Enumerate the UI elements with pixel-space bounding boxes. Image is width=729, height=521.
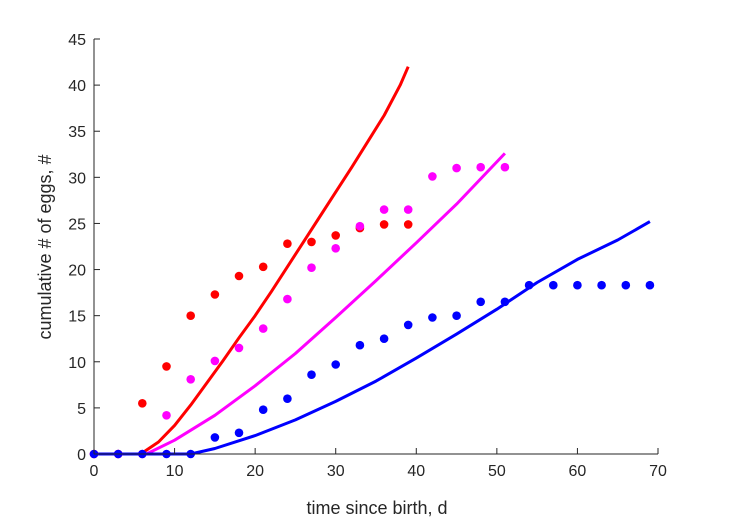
data-point-series-2 [210, 356, 220, 366]
y-tick-label: 30 [68, 170, 86, 187]
x-tick-label: 60 [569, 463, 587, 480]
data-point-series-2 [452, 163, 461, 173]
data-point-series-2 [186, 375, 195, 384]
x-tick-label: 20 [246, 463, 264, 480]
fit-curve-series-3 [94, 220, 651, 456]
data-point-series-3 [355, 340, 365, 350]
data-point-series-3 [645, 280, 655, 290]
data-point-series-3 [452, 311, 461, 321]
data-point-series-3 [476, 297, 486, 307]
data-point-series-3 [597, 280, 606, 290]
x-tick-label: 30 [327, 463, 345, 480]
data-point-series-3 [524, 280, 534, 290]
y-tick-label: 35 [68, 124, 86, 141]
data-point-series-3 [621, 280, 631, 290]
data-point-series-1 [283, 239, 292, 248]
data-point-series-2 [379, 205, 389, 214]
y-tick-label: 0 [77, 447, 86, 464]
y-tick-label: 20 [68, 263, 86, 280]
y-axis-label: cumulative # of eggs, # [35, 154, 55, 339]
data-point-series-3 [258, 405, 268, 415]
data-point-series-2 [307, 263, 316, 273]
data-point-series-1 [331, 231, 341, 240]
data-point-series-3 [573, 280, 582, 290]
data-point-series-1 [186, 311, 195, 321]
data-point-series-1 [210, 290, 220, 299]
data-point-series-2 [234, 343, 244, 353]
fit-curve-series-2 [94, 152, 506, 456]
fit-curve-series-1 [94, 66, 410, 456]
y-tick-label: 40 [68, 78, 86, 95]
data-point-series-3 [283, 394, 292, 404]
data-point-series-2 [162, 411, 171, 420]
y-tick-label: 10 [68, 355, 86, 372]
data-point-series-1 [162, 362, 171, 371]
data-point-series-3 [500, 297, 510, 307]
data-point-series-3 [307, 370, 316, 380]
data-point-series-1 [403, 220, 413, 229]
data-point-series-3 [331, 360, 341, 369]
y-tick-label: 5 [77, 401, 86, 418]
data-point-series-2 [500, 162, 510, 172]
x-tick-label: 70 [649, 463, 667, 480]
data-point-series-3 [403, 320, 413, 330]
y-tick-label: 45 [68, 32, 86, 49]
y-tick-label: 25 [68, 216, 86, 233]
data-point-series-3 [549, 280, 558, 290]
x-axis-label: time since birth, d [306, 498, 447, 518]
data-point-series-2 [476, 162, 486, 172]
y-tick-label: 15 [68, 309, 86, 326]
data-point-series-1 [258, 262, 268, 272]
data-point-series-2 [331, 244, 341, 253]
data-point-series-2 [283, 294, 292, 304]
data-point-series-1 [379, 220, 389, 229]
data-point-series-2 [428, 172, 437, 181]
data-point-series-1 [234, 271, 244, 281]
x-tick-label: 40 [407, 463, 425, 480]
data-point-series-3 [234, 428, 244, 438]
x-tick-label: 50 [488, 463, 506, 480]
data-point-series-2 [258, 324, 268, 333]
data-point-series-3 [210, 433, 220, 442]
x-tick-label: 0 [90, 463, 99, 480]
data-point-series-2 [403, 205, 413, 214]
x-tick-label: 10 [166, 463, 184, 480]
data-point-series-3 [379, 334, 389, 344]
data-point-series-1 [138, 399, 147, 408]
data-point-series-3 [428, 313, 437, 322]
data-point-series-1 [307, 237, 316, 247]
data-point-series-2 [355, 221, 365, 231]
